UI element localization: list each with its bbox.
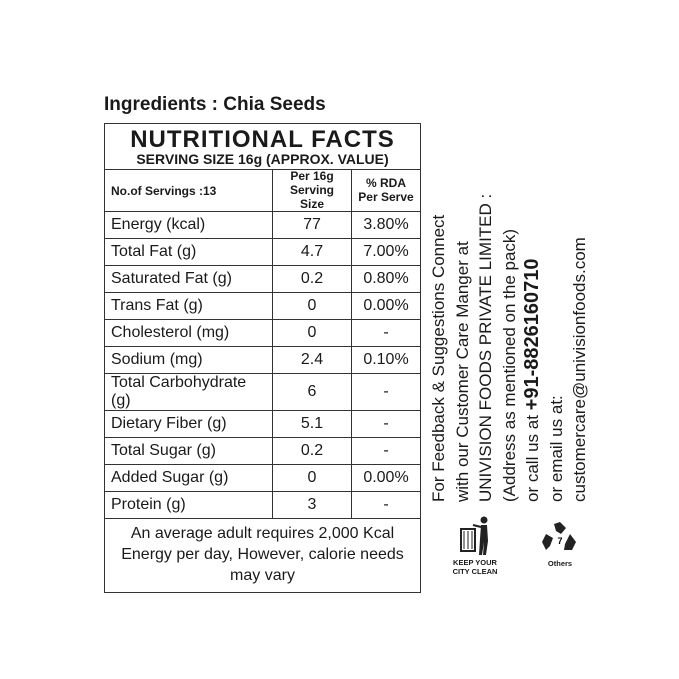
table-row: Saturated Fat (g) 0.2 0.80% — [104, 265, 421, 294]
footer-note: An average adult requires 2,000 Kcal Ene… — [104, 518, 421, 593]
nutrient-name: Sodium (mg) — [104, 346, 273, 375]
nutrient-value: 2.4 — [272, 346, 352, 375]
recycle-label: Others — [547, 559, 573, 569]
trash-bin-icon — [460, 516, 488, 555]
nutrient-name: Total Fat (g) — [104, 238, 273, 267]
nutrient-name: Energy (kcal) — [104, 211, 273, 240]
contact-info: For Feedback & Suggestions Connect with … — [427, 142, 592, 502]
nutrient-name: Cholesterol (mg) — [104, 319, 273, 348]
nutrient-rda: 0.00% — [351, 292, 421, 321]
email[interactable]: customercare@univisionfoods.com — [570, 237, 589, 502]
nutrient-rda: 3.80% — [351, 211, 421, 240]
nutrient-name: Total Carbohydrate (g) — [104, 373, 273, 412]
contact-line: For Feedback & Suggestions Connect — [429, 214, 448, 502]
col-rda: % RDA Per Serve — [351, 168, 421, 213]
recycle-number: 7 — [557, 536, 562, 546]
nutrient-rda: 7.00% — [351, 238, 421, 267]
nutrient-value: 0 — [272, 464, 352, 493]
nutrient-value: 0.2 — [272, 265, 352, 294]
table-row: Trans Fat (g) 0 0.00% — [104, 292, 421, 321]
table-row: Added Sugar (g) 0 0.00% — [104, 464, 421, 493]
table-row: Cholesterol (mg) 0- — [104, 319, 421, 348]
nutrient-rda: - — [351, 437, 421, 466]
nutrient-rda: 0.00% — [351, 464, 421, 493]
table-row: Total Carbohydrate (g) 6- — [104, 373, 421, 412]
contact-line: with our Customer Care Manger at — [452, 241, 472, 502]
col-per-serving: Per 16g Serving Size — [272, 168, 352, 213]
phone[interactable]: +91-8826160710 — [521, 258, 543, 411]
nutrient-name: Dietary Fiber (g) — [104, 410, 273, 439]
table-row: Total Sugar (g) 0.2- — [104, 437, 421, 466]
nutrient-value: 0 — [272, 319, 352, 348]
nutrient-rda: - — [351, 319, 421, 348]
nutrient-rda: - — [351, 410, 421, 439]
nutrient-value: 0 — [272, 292, 352, 321]
nutrient-name: Total Sugar (g) — [104, 437, 273, 466]
keep-clean-text: KEEP YOUR CITY CLEAN — [452, 558, 498, 576]
nutrient-value: 5.1 — [272, 410, 352, 439]
contact-line: or call us at +91-8826160710 — [521, 142, 545, 502]
nutrient-value: 77 — [272, 211, 352, 240]
nutrient-rda: 0.10% — [351, 346, 421, 375]
nutrient-value: 4.7 — [272, 238, 352, 267]
nutrient-rda: - — [351, 491, 421, 520]
recycle-logo: 7 Others — [535, 520, 585, 569]
serving-size: SERVING SIZE 16g (APPROX. VALUE) — [136, 151, 389, 167]
contact-line: or email us at: — [546, 395, 566, 502]
nutrient-name: Protein (g) — [104, 491, 273, 520]
table-row: Sodium (mg) 2.4 0.10% — [104, 346, 421, 375]
nutrient-name: Trans Fat (g) — [104, 292, 273, 321]
table-row: Dietary Fiber (g) 5.1- — [104, 410, 421, 439]
nutrient-value: 3 — [272, 491, 352, 520]
recycle-icon: 7 — [542, 522, 576, 550]
table-row: Protein (g) 3- — [104, 491, 421, 520]
nutrition-table: NUTRITIONAL FACTS SERVING SIZE 16g (APPRO… — [104, 123, 421, 593]
nutrient-name: Saturated Fat (g) — [104, 265, 273, 294]
ingredients: Ingredients : Chia Seeds — [104, 94, 326, 115]
table-row: Total Fat (g) 4.7 7.00% — [104, 238, 421, 267]
keep-clean-logo: KEEP YOUR CITY CLEAN — [445, 515, 505, 576]
table-title: NUTRITIONAL FACTS SERVING SIZE 16g (APPRO… — [104, 123, 421, 170]
contact-line: UNIVISION FOODS PRIVATE LIMITED : — [476, 193, 495, 502]
table-row: Energy (kcal) 77 3.80% — [104, 211, 421, 240]
title: NUTRITIONAL FACTS — [130, 126, 395, 153]
nutrient-rda: 0.80% — [351, 265, 421, 294]
call-text: or call us at — [523, 410, 542, 502]
nutrient-value: 0.2 — [272, 437, 352, 466]
nutrient-value: 6 — [272, 373, 352, 412]
nutrient-rda: - — [351, 373, 421, 412]
servings: No.of Servings :13 — [104, 168, 273, 213]
nutrient-name: Added Sugar (g) — [104, 464, 273, 493]
contact-line: (Address as mentioned on the pack) — [499, 228, 519, 502]
